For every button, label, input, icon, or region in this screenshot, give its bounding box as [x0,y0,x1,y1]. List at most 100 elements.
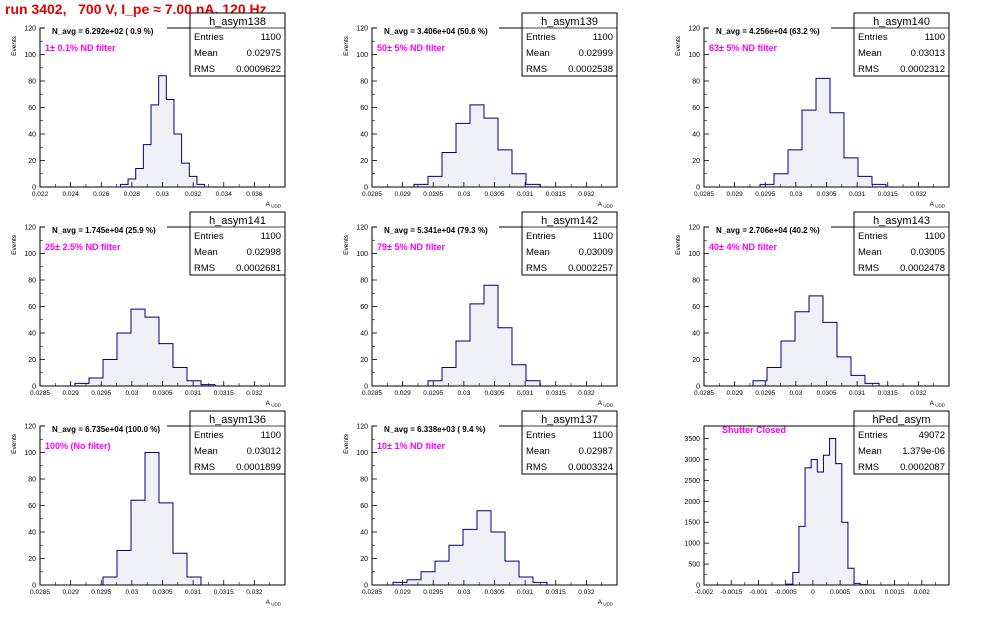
hist-bar [519,577,533,585]
x-tick-label: 0.0315 [546,390,566,397]
x-tick-label: 0.031 [517,589,534,596]
x-tick-label: 0.032 [246,390,263,397]
hist-bar [811,459,818,585]
hist-bar [131,500,145,585]
hist-bar [847,568,855,585]
x-tick-label: 0.032 [578,191,595,198]
x-tick-label: 0.032 [910,191,927,198]
stats-rms-value: 0.0002478 [900,263,945,274]
histogram-panel-h_asym143: 0 20 40 60 80 100 120 0.0285 0.029 0.0295 0.03 0.03… [675,211,950,408]
y-tick-label: 40 [360,132,368,139]
filter-annotation: 50± 5% ND filter [377,43,445,53]
hist-bar [837,356,851,386]
hist-outline [74,308,216,386]
x-tick-label: 0.0285 [362,191,382,198]
y-axis-title: Events [11,433,18,454]
hist-bar [189,176,197,187]
histogram-panel-h_asym141: 0 20 40 60 80 100 120 0.0285 0.029 0.0295 0.03 0.03… [11,211,286,408]
y-tick-label: 100 [24,450,36,457]
histogram-panel-h_asym142: 0 20 40 60 80 100 120 0.0285 0.029 0.0295 0.03 0.03… [343,211,618,408]
x-tick-label: -0.002 [695,589,714,596]
y-tick-label: 60 [28,304,36,311]
hist-bar [484,118,498,187]
hist-bar [421,571,435,585]
hist-bar [201,384,215,386]
y-tick-label: 40 [692,132,700,139]
x-tick-label: 0.032 [910,390,927,397]
hist-bar [844,157,858,187]
x-tick-label: 0.0295 [423,589,443,596]
hist-bar [526,184,540,187]
hist-bar [435,561,449,585]
y-tick-label: 0 [696,185,700,192]
x-tick-label: 0.03 [126,390,139,397]
x-tick-label: 0.024 [62,191,79,198]
hist-bar [173,553,187,585]
stats-entries-label: Entries [858,430,888,441]
hist-bar [829,438,836,585]
hist-bar [166,99,174,187]
navg-box [377,24,499,37]
stats-mean-value: 0.02987 [579,446,613,457]
stats-rms-label: RMS [858,64,879,75]
hist-bar [841,522,848,585]
stats-mean-label: Mean [526,247,550,258]
histogram-name: h_asym140 [873,16,930,28]
hist-bar [128,179,136,187]
histogram-name: h_asym142 [541,215,598,227]
stats-rms-value: 0.0003324 [568,462,613,473]
hist-bar [817,472,824,585]
hist-outline [786,438,867,586]
hist-bar [498,327,512,386]
stats-mean-value: 0.02998 [247,247,281,258]
hist-bar [173,367,187,386]
stats-mean-value: 0.03012 [247,446,281,457]
stats-mean-value: 0.02999 [579,48,613,59]
navg-label: N_avg = 2.706e+04 (40.2 %) [716,226,820,235]
filter-annotation: 25± 2.5% ND filter [45,242,121,252]
y-tick-label: 60 [28,105,36,112]
x-tick-label: 0.03 [458,589,471,596]
y-tick-label: 20 [28,357,36,364]
navg-label: N_avg = 3.406e+04 (50.6 %) [384,27,488,36]
y-tick-label: 20 [28,158,36,165]
y-tick-label: 40 [28,331,36,338]
stats-mean-value: 1.379e-06 [902,446,945,457]
x-tick-label: 0.0285 [30,589,50,596]
stats-entries-label: Entries [858,32,888,43]
hist-outline [102,452,202,585]
stats-rms-label: RMS [194,64,215,75]
x-tick-label: 0.029 [726,191,743,198]
x-tick-label: -0.0015 [720,589,742,596]
stats-rms-label: RMS [194,263,215,274]
hist-bar [809,295,823,386]
navg-box [709,24,831,37]
navg-label: N_avg = 4.256e+04 (63.2 %) [716,27,820,36]
hist-bar [484,285,498,386]
y-tick-label: 120 [24,225,36,232]
x-tick-label: 0.0305 [153,589,173,596]
x-tick-label: 0.029 [726,390,743,397]
x-tick-label: 0.0315 [546,191,566,198]
y-axis-title: Events [11,234,18,255]
x-axis-title: A UDD [266,201,282,209]
filter-annotation: 40± 4% ND filter [709,242,777,252]
x-tick-label: 0.022 [32,191,49,198]
x-tick-label: 0.0305 [817,191,837,198]
y-axis-title: Events [343,234,350,255]
y-tick-label: 100 [356,52,368,59]
hist-outline [752,295,880,386]
hist-bar [143,144,152,187]
navg-label: N_avg = 6.292e+02 ( 0.9 %) [52,27,154,36]
stats-rms-value: 0.0002312 [900,64,945,75]
hist-bar [120,184,129,187]
stats-mean-label: Mean [194,48,218,59]
x-tick-label: 0.032 [246,589,263,596]
x-tick-label: 0.03 [790,191,803,198]
y-tick-label: 120 [24,26,36,33]
x-tick-label: 0.031 [849,390,866,397]
y-axis-title: Events [343,35,350,56]
x-tick-label: 0.03 [790,390,803,397]
histogram-name: h_asym141 [209,215,266,227]
y-tick-label: 120 [356,26,368,33]
